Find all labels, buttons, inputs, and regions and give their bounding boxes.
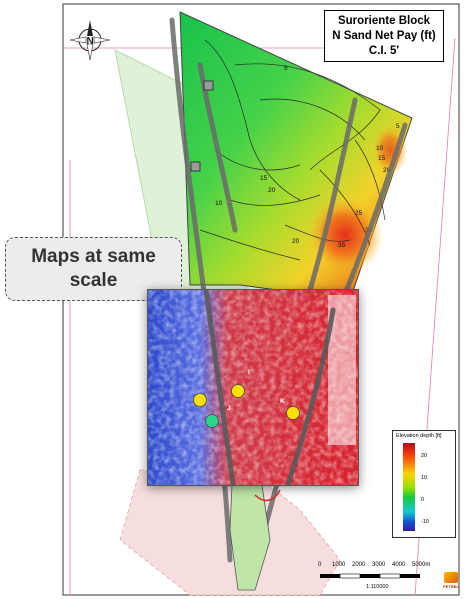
scale-bar: 0 1000 2000 3000 4000 5000m 1:110000 xyxy=(318,562,436,590)
inset-wells xyxy=(193,384,300,428)
petrel-logo: PETREL xyxy=(442,572,460,594)
well-label: J xyxy=(227,405,231,412)
contour-label: 20 xyxy=(292,238,300,245)
map-title-line: N Sand Net Pay (ft) xyxy=(332,30,436,42)
contour-label: 20 xyxy=(268,187,276,194)
inset-well-labels: I J K xyxy=(227,369,285,412)
contour-label: 35 xyxy=(338,242,346,249)
svg-text:N: N xyxy=(87,36,94,47)
contour-label: 25 xyxy=(355,210,363,217)
net-pay-hotspot xyxy=(307,195,383,275)
legend-tick: 20 xyxy=(421,453,428,459)
inset-fault-bands xyxy=(203,290,336,485)
scale-ratio: 1:110000 xyxy=(366,584,389,590)
legend-color-bar xyxy=(403,443,415,531)
well-marker xyxy=(203,80,214,91)
well-marker-yellow xyxy=(231,384,245,398)
well-marker-yellow xyxy=(193,393,207,407)
fault-trace-red xyxy=(254,489,281,502)
seismic-texture xyxy=(148,290,358,485)
scale-label: 1000 xyxy=(332,562,346,568)
contour-lines xyxy=(199,39,386,261)
map-title-line: C.I. 5' xyxy=(368,45,400,57)
legend-tick: -10 xyxy=(421,519,429,525)
contour-label: 15 xyxy=(260,175,268,182)
compass-north-icon: N xyxy=(69,20,111,61)
contour-label: 10 xyxy=(215,200,223,207)
well-marker-yellow xyxy=(286,406,300,420)
scale-label: 0 xyxy=(318,562,322,568)
elevation-legend: Elevation depth [ft] 20 10 0 -10 xyxy=(392,430,456,538)
contour-label: 10 xyxy=(376,145,384,152)
scale-label: 3000 xyxy=(372,562,386,568)
contour-label: 20 xyxy=(383,167,391,174)
callout-text: Maps at same scale xyxy=(31,246,156,291)
seismic-inset-map: I J K xyxy=(147,289,359,486)
contour-label: 5 xyxy=(284,65,288,72)
petrel-logo-text: PETREL xyxy=(443,584,459,589)
scale-bar-graphic xyxy=(320,573,420,579)
contour-label: 15 xyxy=(378,155,386,162)
well-label: K xyxy=(280,398,285,405)
petrel-logo-mark xyxy=(444,572,458,583)
scale-label: 5000m xyxy=(412,562,431,568)
scale-label: 2000 xyxy=(352,562,366,568)
map-title-box: Suroriente Block N Sand Net Pay (ft) C.I… xyxy=(324,10,444,62)
map-title-line: Suroriente Block xyxy=(337,15,431,27)
contour-label-group: 5 10 15 20 25 30 35 15 20 10 20 5 xyxy=(215,65,400,249)
legend-tick: 10 xyxy=(421,475,428,481)
contour-label: 5 xyxy=(396,123,400,130)
well-marker-green xyxy=(205,414,219,428)
legend-tick: 0 xyxy=(421,497,425,503)
legend-title: Elevation depth [ft] xyxy=(396,433,442,439)
scale-label: 4000 xyxy=(392,562,406,568)
well-marker xyxy=(190,161,201,172)
well-label: I xyxy=(248,369,250,376)
